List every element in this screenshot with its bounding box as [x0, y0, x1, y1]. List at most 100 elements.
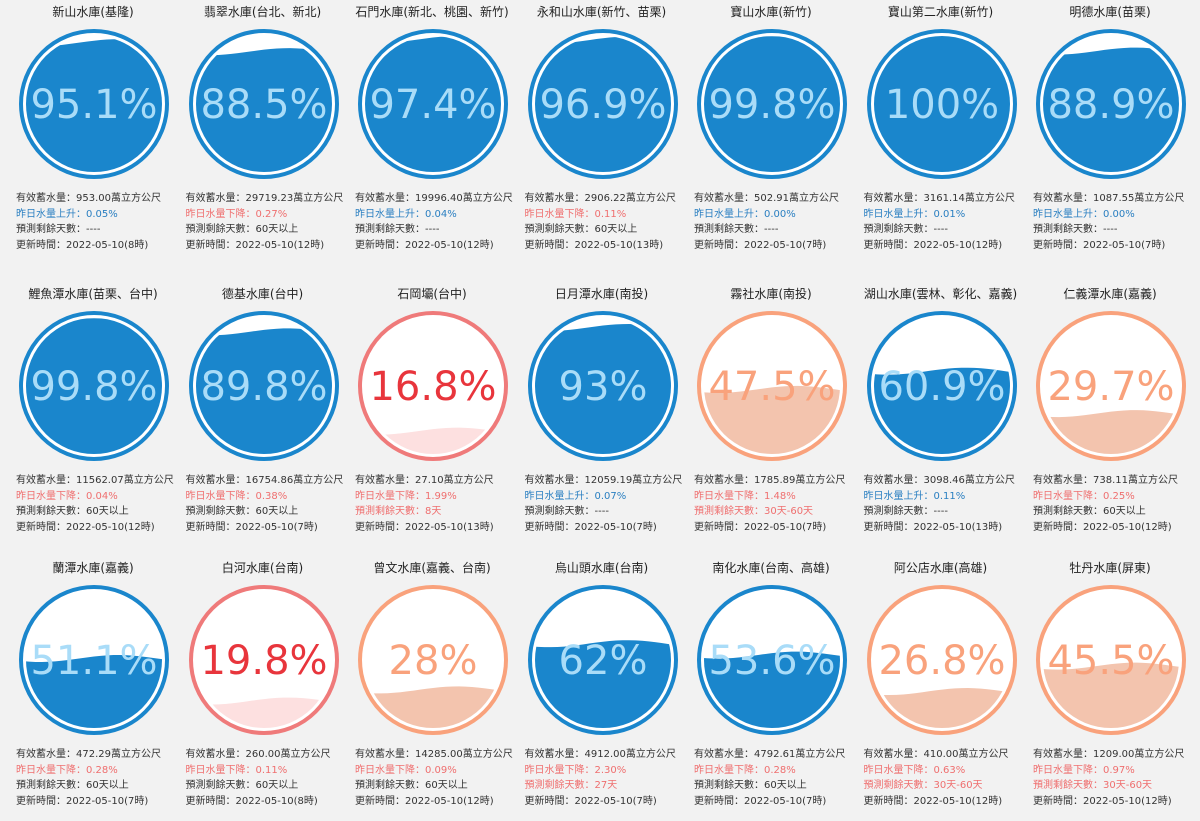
- remaining-days-text: 預測剩餘天數：60天以上: [16, 506, 129, 517]
- reservoir-info: 有效蓄水量：16754.86萬立方公尺 昨日水量下降：0.38% 預測剩餘天數：60…: [186, 473, 346, 535]
- water-fill: [873, 688, 1010, 728]
- reservoir-info: 有效蓄水量：953.00萬立方公尺 昨日水量上升：0.05% 預測剩餘天數：----…: [16, 191, 176, 253]
- reservoir-info: 有效蓄水量：11562.07萬立方公尺 昨日水量下降：0.04% 預測剩餘天數：60…: [16, 473, 176, 535]
- update-time-text: 更新時間：2022-05-10(13時): [524, 239, 664, 251]
- update-time-text: 更新時間：2022-05-10(7時): [694, 239, 827, 251]
- update-time-text: 更新時間：2022-05-10(12時): [863, 795, 1003, 807]
- daily-change-text: 昨日水量上升：0.05%: [16, 208, 118, 220]
- reservoir-info: 有效蓄水量：1785.89萬立方公尺 昨日水量下降：1.48% 預測剩餘天數：30天…: [694, 473, 854, 535]
- remaining-days-text: 預測剩餘天數：60天以上: [524, 224, 638, 235]
- storage-text: 有效蓄水量：16754.86萬立方公尺: [185, 475, 344, 486]
- storage-text: 有效蓄水量：410.00萬立方公尺: [863, 749, 1009, 760]
- storage-text: 有效蓄水量：738.11萬立方公尺: [1033, 475, 1178, 486]
- reservoir-name: 石岡壩(台中): [397, 287, 467, 301]
- water-level-gauge: 88.9%: [1033, 26, 1189, 182]
- storage-text: 有效蓄水量：12059.19萬立方公尺: [524, 475, 683, 486]
- remaining-days-text: 預測剩餘天數：----: [1033, 224, 1118, 235]
- daily-change-text: 昨日水量下降：0.63%: [863, 764, 966, 776]
- reservoir-name: 寶山第二水庫(新竹): [887, 5, 994, 19]
- update-time-text: 更新時間：2022-05-10(12時): [355, 239, 494, 251]
- daily-change-text: 昨日水量下降：0.11%: [524, 208, 627, 220]
- water-fill: [365, 686, 501, 728]
- water-level-gauge: 100%: [864, 26, 1020, 182]
- reservoir-info: 有效蓄水量：3098.46萬立方公尺 昨日水量上升：0.11% 預測剩餘天數：---…: [864, 473, 1024, 535]
- reservoir-info: 有效蓄水量：29719.23萬立方公尺 昨日水量下降：0.27% 預測剩餘天數：60…: [186, 191, 346, 253]
- update-time-text: 更新時間：2022-05-10(8時): [185, 795, 318, 807]
- water-level-gauge: 29.7%: [1033, 308, 1189, 464]
- reservoir-name: 曾文水庫(嘉義、台南): [373, 561, 491, 575]
- reservoir-name: 翡翠水庫(台北、新北): [203, 5, 322, 19]
- reservoir-name: 仁義潭水庫(嘉義): [1063, 287, 1157, 301]
- storage-text: 有效蓄水量：1087.55萬立方公尺: [1033, 193, 1185, 204]
- storage-text: 有效蓄水量：502.91萬立方公尺: [694, 193, 839, 204]
- percent-label: 99.8%: [30, 364, 157, 410]
- storage-text: 有效蓄水量：472.29萬立方公尺: [16, 749, 161, 760]
- water-level-gauge: 53.6%: [694, 582, 850, 738]
- percent-label: 26.8%: [878, 638, 1005, 684]
- percent-label: 28%: [389, 638, 478, 684]
- water-level-gauge: 88.5%: [186, 26, 342, 182]
- remaining-days-text: 預測剩餘天數：60天以上: [694, 780, 807, 791]
- update-time-text: 更新時間：2022-05-10(12時): [185, 239, 325, 251]
- storage-text: 有效蓄水量：3098.46萬立方公尺: [863, 475, 1015, 486]
- reservoir-info: 有效蓄水量：12059.19萬立方公尺 昨日水量上升：0.07% 預測剩餘天數：--…: [525, 473, 685, 535]
- percent-label: 88.9%: [1047, 82, 1174, 128]
- storage-text: 有效蓄水量：14285.00萬立方公尺: [355, 749, 513, 760]
- remaining-days-text: 預測剩餘天數：----: [524, 506, 609, 517]
- water-fill: [534, 324, 671, 454]
- daily-change-text: 昨日水量上升：0.00%: [694, 208, 796, 220]
- daily-change-text: 昨日水量下降：0.28%: [16, 764, 118, 776]
- percent-label: 16.8%: [369, 364, 496, 410]
- storage-text: 有效蓄水量：1209.00萬立方公尺: [1033, 749, 1185, 760]
- remaining-days-text: 預測剩餘天數：----: [694, 224, 779, 235]
- remaining-days-text: 預測剩餘天數：60天以上: [185, 780, 299, 791]
- storage-text: 有效蓄水量：19996.40萬立方公尺: [355, 193, 513, 204]
- percent-label: 100%: [884, 82, 998, 128]
- water-fill: [26, 318, 162, 454]
- percent-label: 62%: [558, 638, 647, 684]
- remaining-days-text: 預測剩餘天數：30天-60天: [863, 780, 983, 791]
- daily-change-text: 昨日水量下降：0.11%: [185, 764, 288, 776]
- water-level-gauge: 19.8%: [186, 582, 342, 738]
- reservoir-info: 有效蓄水量：472.29萬立方公尺 昨日水量下降：0.28% 預測剩餘天數：60天以…: [16, 747, 176, 809]
- storage-text: 有效蓄水量：4792.61萬立方公尺: [694, 749, 846, 760]
- water-level-gauge: 60.9%: [864, 308, 1020, 464]
- percent-label: 99.8%: [708, 82, 835, 128]
- reservoir-name: 永和山水庫(新竹、苗栗): [536, 5, 667, 19]
- reservoir-name: 寶山水庫(新竹): [730, 5, 812, 19]
- percent-label: 29.7%: [1047, 364, 1174, 410]
- gauge-ring: [358, 311, 508, 461]
- water-level-gauge: 99.8%: [16, 308, 172, 464]
- water-level-gauge: 16.8%: [355, 308, 511, 464]
- water-level-gauge: 96.9%: [525, 26, 681, 182]
- update-time-text: 更新時間：2022-05-10(7時): [185, 521, 318, 533]
- reservoir-name: 蘭潭水庫(嘉義): [52, 561, 134, 575]
- water-fill: [873, 36, 1010, 172]
- percent-label: 45.5%: [1047, 638, 1174, 684]
- daily-change-text: 昨日水量下降：0.28%: [694, 764, 796, 776]
- water-level-gauge: 95.1%: [16, 26, 172, 182]
- storage-text: 有效蓄水量：953.00萬立方公尺: [16, 193, 161, 204]
- water-fill: [704, 36, 840, 172]
- reservoir-name: 德基水庫(台中): [221, 287, 304, 301]
- reservoir-info: 有效蓄水量：738.11萬立方公尺 昨日水量下降：0.25% 預測剩餘天數：60天以…: [1033, 473, 1193, 535]
- reservoir-info: 有效蓄水量：1209.00萬立方公尺 昨日水量下降：0.97% 預測剩餘天數：30天…: [1033, 747, 1193, 809]
- reservoir-name: 日月潭水庫(南投): [554, 287, 649, 301]
- daily-change-text: 昨日水量下降：0.25%: [1033, 490, 1135, 502]
- reservoir-name: 鯉魚潭水庫(苗栗、台中): [28, 287, 158, 301]
- remaining-days-text: 預測剩餘天數：60天以上: [185, 224, 299, 235]
- daily-change-text: 昨日水量上升：0.01%: [863, 208, 966, 220]
- remaining-days-text: 預測剩餘天數：60天以上: [16, 780, 129, 791]
- remaining-days-text: 預測剩餘天數：60天以上: [1033, 506, 1146, 517]
- storage-text: 有效蓄水量：1785.89萬立方公尺: [694, 475, 846, 486]
- percent-label: 51.1%: [30, 638, 157, 684]
- reservoir-info: 有效蓄水量：502.91萬立方公尺 昨日水量上升：0.00% 預測剩餘天數：----…: [694, 191, 854, 253]
- reservoir-info: 有效蓄水量：27.10萬立方公尺 昨日水量下降：1.99% 預測剩餘天數：8天 更新時…: [355, 473, 515, 535]
- remaining-days-text: 預測剩餘天數：27天: [524, 780, 618, 791]
- reservoir-name: 石門水庫(新北、桃園、新竹): [355, 5, 509, 19]
- reservoir-info: 有效蓄水量：4912.00萬立方公尺 昨日水量下降：2.30% 預測剩餘天數：27天…: [525, 747, 685, 809]
- daily-change-text: 昨日水量下降：0.38%: [185, 490, 288, 502]
- update-time-text: 更新時間：2022-05-10(7時): [694, 795, 827, 807]
- storage-text: 有效蓄水量：11562.07萬立方公尺: [16, 475, 174, 486]
